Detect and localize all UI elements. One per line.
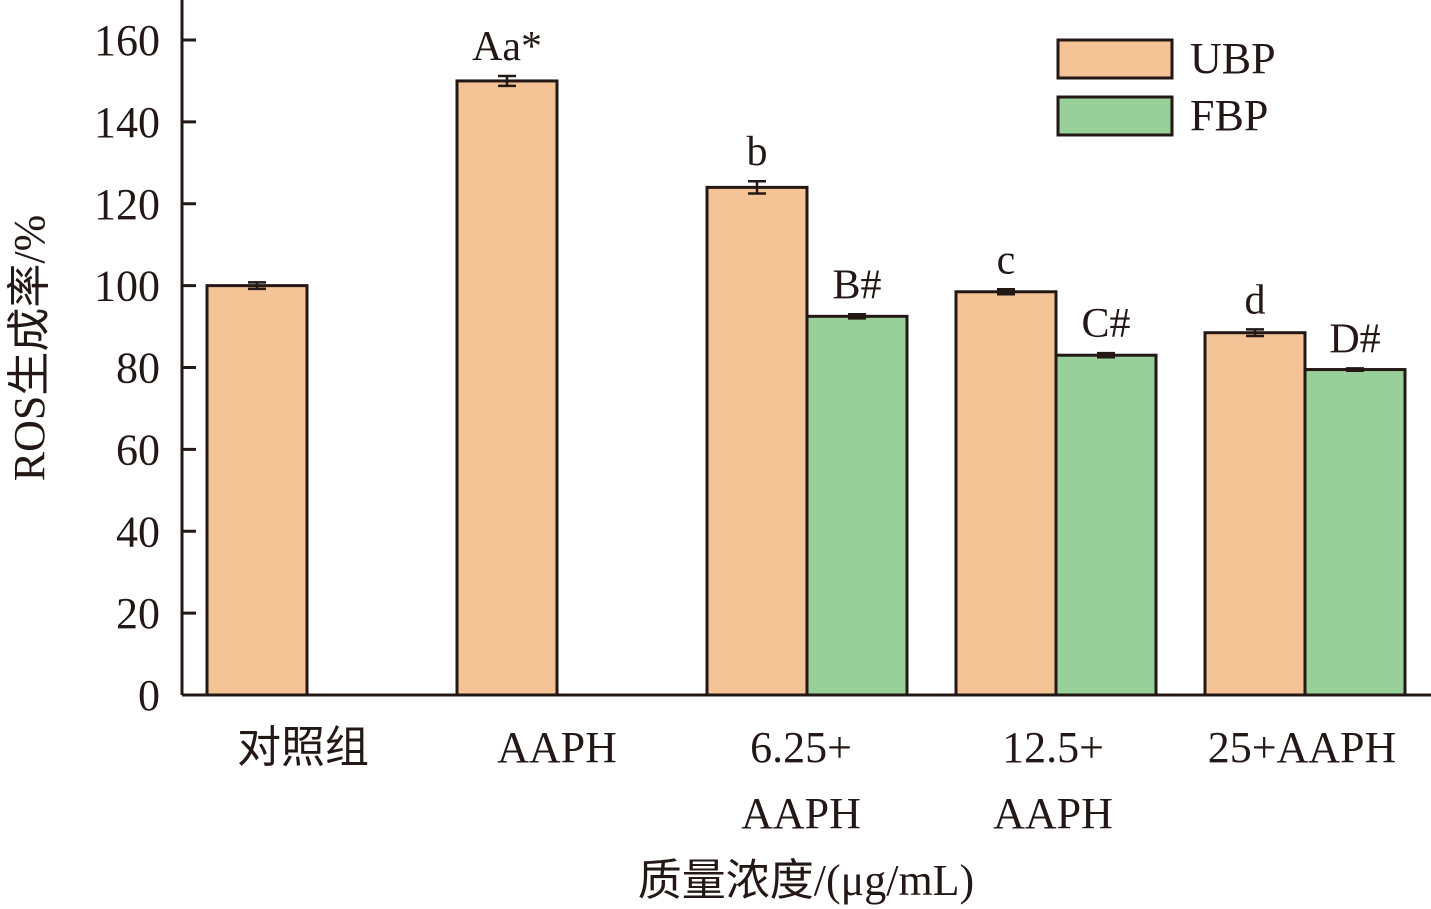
- legend-label-ubp: UBP: [1190, 34, 1276, 83]
- significance-label-ubp-2: b: [747, 129, 768, 175]
- bar-ubp-4: [1203, 331, 1307, 697]
- legend-swatch-ubp: [1056, 38, 1174, 80]
- bar-ubp-1: [455, 79, 559, 697]
- x-tick-label-2-line-1: AAPH: [741, 789, 861, 838]
- x-tick-label-2-line-0: 6.25+: [750, 723, 852, 772]
- y-axis-title: ROS生成率/%: [5, 215, 54, 481]
- bar-ubp-3: [954, 290, 1058, 697]
- y-tick-label-20: 20: [116, 589, 160, 638]
- significance-label-fbp-4: D#: [1329, 316, 1380, 362]
- bar-fbp-4: [1303, 368, 1407, 697]
- y-tick-label-0: 0: [138, 671, 160, 720]
- axes-layer: 0 20 40 60 80 100 120 140 160 对照组 AAPH 6.25+ AAPH 12.…: [94, 0, 1431, 838]
- legend-label-fbp: FBP: [1190, 91, 1268, 140]
- significance-labels-layer: Aa* b c d B# C# D#: [472, 24, 1381, 362]
- x-tick-label-3-line-1: AAPH: [993, 789, 1113, 838]
- legend-swatch-fbp: [1056, 95, 1174, 137]
- bar-fbp-2: [805, 314, 909, 697]
- y-tick-label-100: 100: [94, 262, 160, 311]
- significance-label-fbp-3: C#: [1081, 301, 1130, 347]
- x-tick-label-4: 25+AAPH: [1208, 723, 1397, 772]
- bars-layer: [205, 79, 1407, 697]
- x-tick-label-1: AAPH: [497, 723, 617, 772]
- significance-label-fbp-2: B#: [832, 262, 881, 308]
- x-tick-label-0: 对照组: [237, 723, 369, 772]
- error-bars-layer: [248, 74, 1364, 373]
- legend: UBP FBP: [1056, 34, 1276, 140]
- bar-fbp-3: [1054, 353, 1158, 697]
- significance-label-ubp-1: Aa*: [472, 24, 542, 70]
- significance-label-ubp-4: d: [1245, 277, 1266, 323]
- bar-ubp-0: [205, 284, 309, 697]
- x-tick-label-3-line-0: 12.5+: [1002, 723, 1104, 772]
- y-tick-label-140: 140: [94, 98, 160, 147]
- y-tick-label-80: 80: [116, 344, 160, 393]
- y-tick-label-40: 40: [116, 507, 160, 556]
- bar-ubp-2: [705, 185, 809, 697]
- y-tick-label-160: 160: [94, 16, 160, 65]
- y-tick-label-120: 120: [94, 180, 160, 229]
- x-axis-title: 质量浓度/(μg/mL): [638, 856, 974, 905]
- y-tick-label-60: 60: [116, 425, 160, 474]
- significance-label-ubp-3: c: [997, 237, 1016, 283]
